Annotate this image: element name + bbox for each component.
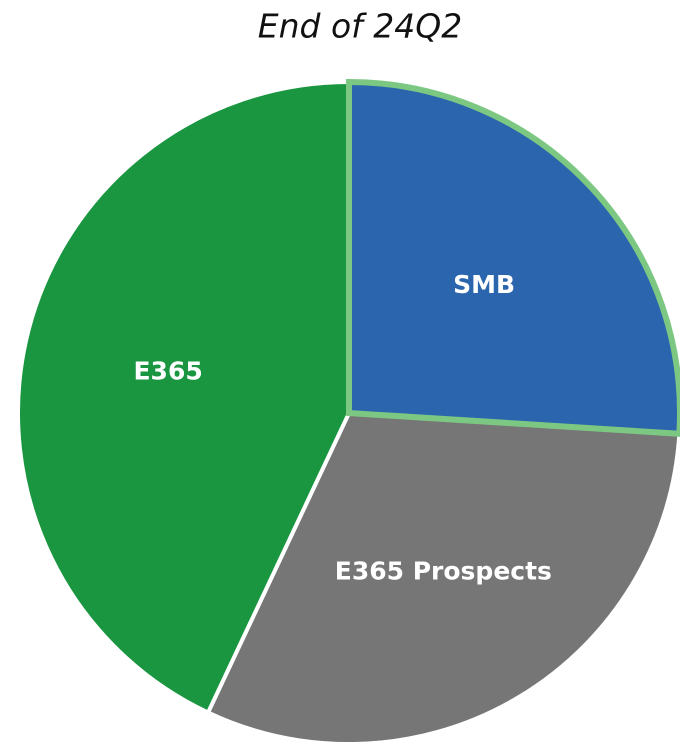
slice-outline	[346, 78, 680, 437]
slice-label: E365 Prospects	[335, 557, 552, 586]
slice-label: SMB	[453, 270, 515, 299]
pie-outlines	[346, 78, 680, 437]
pie-slice	[16, 80, 351, 715]
pie	[16, 80, 680, 746]
chart-title: End of 24Q2	[258, 7, 462, 46]
slice-label: E365	[133, 357, 202, 386]
pie-labels: SMB E365 Prospects E365	[133, 270, 551, 585]
pie-slice	[206, 411, 680, 746]
pie-slice	[347, 80, 680, 436]
